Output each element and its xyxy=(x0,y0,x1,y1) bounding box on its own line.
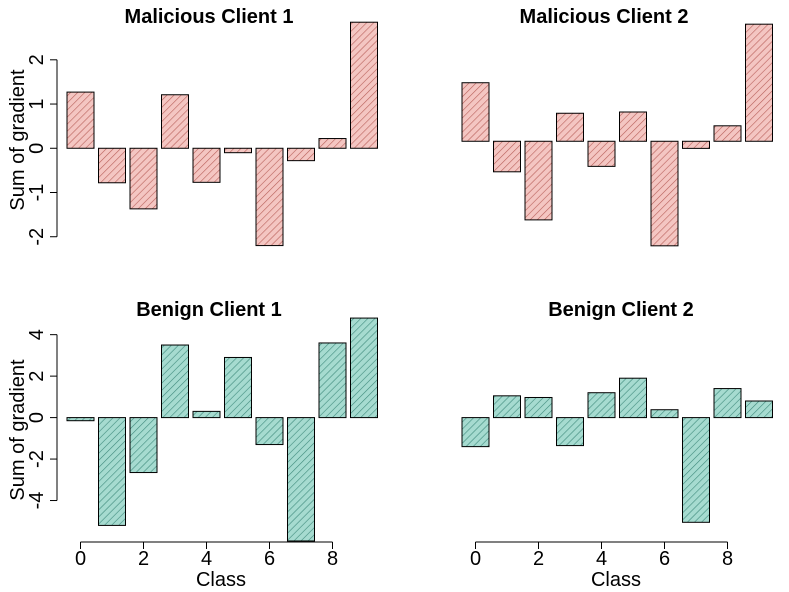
bar-class-0 xyxy=(66,417,95,422)
x-tick-label: 0 xyxy=(75,548,86,570)
bar-class-6 xyxy=(650,409,679,419)
bar-class-2 xyxy=(524,140,553,221)
bar-class-8 xyxy=(713,125,742,142)
y-tick-label: 2 xyxy=(26,54,48,65)
x-axis-label: Class xyxy=(591,569,641,591)
y-axis: -2 -1 0 1 2 xyxy=(26,54,58,246)
bar-class-3 xyxy=(556,417,584,447)
bar-class-0 xyxy=(66,91,95,149)
bar-class-3 xyxy=(161,94,189,149)
chart-title: Benign Client 1 xyxy=(136,299,282,321)
bar-class-6 xyxy=(255,147,284,247)
bar-class-8 xyxy=(318,342,347,419)
bar-class-6 xyxy=(255,417,284,446)
y-tick-label: -2 xyxy=(26,450,48,468)
panel-malicious-client-2: Malicious Client 2 xyxy=(461,6,773,247)
chart-title: Malicious Client 2 xyxy=(520,6,689,28)
y-tick-label: -2 xyxy=(26,228,48,246)
x-tick-label: 6 xyxy=(659,548,670,570)
x-tick-label: 0 xyxy=(470,548,481,570)
bar-class-5 xyxy=(619,377,647,419)
bar-class-6 xyxy=(650,140,679,247)
bar-class-4 xyxy=(587,392,616,419)
bar-class-5 xyxy=(619,111,647,142)
bar-class-5 xyxy=(224,147,252,154)
chart-title: Malicious Client 1 xyxy=(125,6,294,28)
bar-class-4 xyxy=(192,410,221,419)
panel-benign-client-1: Benign Client 1 Sum of gradient Class -4… xyxy=(7,299,378,591)
bar-class-2 xyxy=(129,417,158,474)
x-tick-label: 2 xyxy=(533,548,544,570)
x-axis-label: Class xyxy=(196,569,246,591)
bar-class-8 xyxy=(713,388,742,419)
bar-class-9 xyxy=(745,400,773,419)
bar-class-3 xyxy=(556,112,584,142)
bar-class-1 xyxy=(493,140,521,173)
panel-benign-client-2: Benign Client 2 Class 0 2 4 6 8 xyxy=(461,299,773,591)
y-axis-label: Sum of gradient xyxy=(7,69,29,211)
bar-class-1 xyxy=(98,417,126,526)
bar-class-2 xyxy=(524,396,553,419)
x-axis: 0 2 4 6 8 xyxy=(75,541,338,570)
bar-class-2 xyxy=(129,147,158,210)
bar-class-0 xyxy=(461,82,490,142)
bar-class-7 xyxy=(287,147,315,162)
x-tick-label: 2 xyxy=(138,548,149,570)
bar-class-0 xyxy=(461,417,490,448)
bar-class-7 xyxy=(682,140,710,149)
y-axis: -4 -2 0 2 4 xyxy=(26,329,58,510)
bar-class-9 xyxy=(745,23,773,142)
bar-class-4 xyxy=(587,140,616,167)
bar-class-9 xyxy=(350,21,378,149)
y-tick-label: -1 xyxy=(26,184,48,202)
y-axis-label: Sum of gradient xyxy=(7,359,29,501)
bar-class-3 xyxy=(161,344,189,419)
bar-series xyxy=(461,23,773,247)
bar-series xyxy=(66,21,378,247)
y-tick-label: 0 xyxy=(26,412,48,423)
bar-class-7 xyxy=(287,417,315,542)
x-tick-label: 6 xyxy=(264,548,275,570)
y-tick-label: 0 xyxy=(26,143,48,154)
bar-class-8 xyxy=(318,138,347,149)
bar-class-1 xyxy=(98,147,126,184)
y-tick-label: 2 xyxy=(26,371,48,382)
chart-title: Benign Client 2 xyxy=(548,299,694,321)
x-tick-label: 4 xyxy=(596,548,607,570)
y-tick-label: 1 xyxy=(26,98,48,109)
bar-series xyxy=(461,377,773,523)
bar-class-4 xyxy=(192,147,221,183)
x-axis: 0 2 4 6 8 xyxy=(470,541,733,570)
x-tick-label: 8 xyxy=(722,548,733,570)
bar-class-1 xyxy=(493,395,521,419)
x-tick-label: 4 xyxy=(201,548,212,570)
panel-malicious-client-1: Malicious Client 1 Sum of gradient -2 -1 0… xyxy=(7,6,378,247)
x-tick-label: 8 xyxy=(327,548,338,570)
y-tick-label: -4 xyxy=(26,492,48,510)
bar-series xyxy=(66,317,378,542)
bar-class-7 xyxy=(682,417,710,523)
y-tick-label: 4 xyxy=(26,329,48,340)
bar-class-9 xyxy=(350,317,378,419)
bar-class-5 xyxy=(224,356,252,419)
